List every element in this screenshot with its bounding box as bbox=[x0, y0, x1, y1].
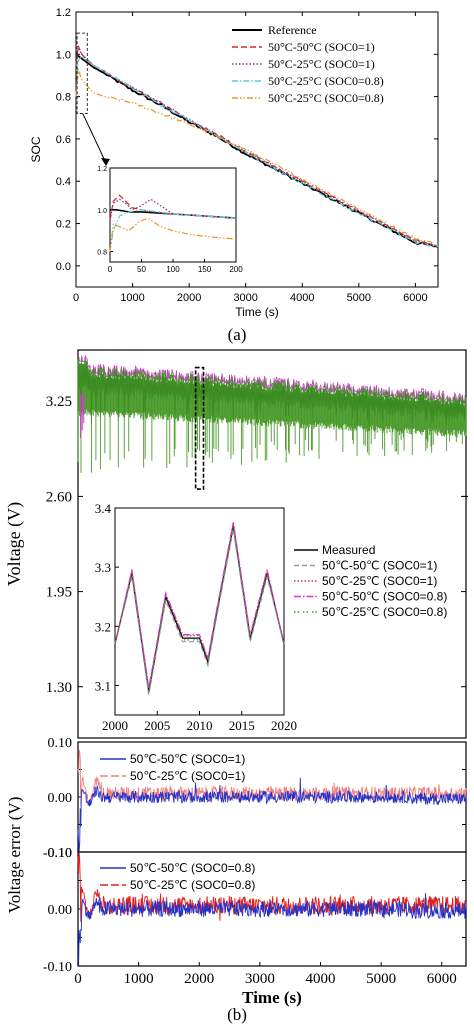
inset-x-tick-label: 200 bbox=[229, 265, 243, 274]
series-line bbox=[75, 55, 439, 248]
inset-series-line bbox=[109, 198, 237, 221]
inset-frame bbox=[114, 507, 285, 716]
zoom-arrow bbox=[82, 113, 107, 164]
caption-b: (b) bbox=[227, 1005, 247, 1024]
y-tick-label: 1.0 bbox=[56, 49, 71, 61]
y-tick-label: 0.0 bbox=[56, 261, 71, 273]
inset-x-tick-label: 2005 bbox=[144, 718, 170, 733]
voltage-chart: 1.30 1.95 2.60 3.25 Voltage (V) 3.1 3.2 3.3 3.4 2… bbox=[4, 349, 468, 739]
y-tick-label: 1.30 bbox=[46, 680, 72, 696]
zoom-arrow-head bbox=[101, 158, 110, 166]
inset-x-tick-label: 2015 bbox=[229, 718, 255, 733]
y-tick-label: 0.8 bbox=[56, 92, 71, 104]
series-line bbox=[78, 892, 467, 967]
series-line bbox=[77, 358, 467, 426]
plot-frame bbox=[75, 11, 439, 288]
inset-x-tick-label: 50 bbox=[137, 265, 146, 274]
y-axis-label: SOC bbox=[29, 136, 43, 162]
x-tick-label: 0 bbox=[74, 971, 82, 987]
legend-label: 50℃-50℃ (SOC0=0.8) bbox=[130, 861, 255, 875]
y-axis-label: Voltage (V) bbox=[4, 502, 25, 586]
x-tick-label: 3000 bbox=[245, 971, 275, 987]
y-tick-label: 0.10 bbox=[48, 736, 73, 751]
x-axis-label: Time (s) bbox=[242, 988, 302, 1007]
series-line bbox=[75, 46, 439, 248]
inset-x-tick-label: 0 bbox=[108, 265, 113, 274]
legend-label: 50°C-25°C (SOC0=0.8) bbox=[268, 91, 384, 105]
inset-y-tick-label: 3.3 bbox=[95, 560, 111, 575]
y-tick-label: 0.6 bbox=[56, 134, 71, 146]
x-axis-label: Time (s) bbox=[235, 305, 279, 319]
y-tick-label: 0.2 bbox=[56, 219, 71, 231]
inset-x-tick-label: 100 bbox=[166, 265, 180, 274]
legend-label: 50℃-25℃ (SOC0=1) bbox=[130, 769, 245, 783]
x-tick-label: 4000 bbox=[306, 971, 336, 987]
x-tick-label: 2000 bbox=[184, 971, 214, 987]
inset-x-tick-label: 2000 bbox=[102, 718, 128, 733]
x-tick-label: 0 bbox=[73, 292, 79, 304]
y-tick-label: 2.60 bbox=[46, 489, 72, 505]
y-axis-label: Voltage error (V) bbox=[5, 797, 24, 914]
soc-chart: 0.00.20.40.60.81.01.20 1000 2000 3000 4000 50… bbox=[29, 7, 439, 319]
x-tick-label: 6000 bbox=[427, 971, 457, 987]
y-tick-label: -0.10 bbox=[43, 960, 72, 975]
legend-label: 50°C-25°C (SOC0=0.8) bbox=[268, 74, 384, 88]
legend-label: 50℃-25℃ (SOC0=1) bbox=[322, 574, 437, 588]
inset-series-line bbox=[114, 527, 285, 694]
series-line bbox=[75, 68, 439, 246]
x-tick-label: 2000 bbox=[177, 292, 201, 304]
y-tick-label: 1.2 bbox=[56, 7, 71, 19]
inset-series-line bbox=[114, 522, 285, 688]
series-line bbox=[77, 777, 467, 853]
inset-frame bbox=[109, 167, 237, 263]
voltage-error-chart-2: -0.10 0.00 0.10 50℃-50℃ (SOC0=0.8) 50℃-25℃ (… bbox=[43, 846, 467, 1007]
y-tick-label: 0.00 bbox=[48, 903, 73, 918]
x-tick-label: 1000 bbox=[124, 971, 154, 987]
legend-label: 50℃-50℃ (SOC0=1) bbox=[322, 559, 437, 573]
inset-y-tick-label: 1.2 bbox=[97, 166, 107, 173]
zoom-box bbox=[194, 366, 205, 490]
legend-label: 50°C-50°C (SOC0=1) bbox=[268, 40, 375, 54]
y-tick-label: 0.4 bbox=[56, 176, 71, 188]
inset-x-tick-label: 2010 bbox=[187, 718, 213, 733]
inset-y-tick-label: 3.4 bbox=[95, 501, 112, 516]
y-tick-label: 0.10 bbox=[48, 846, 73, 861]
caption-a: (a) bbox=[228, 325, 247, 344]
legend-label: 50℃-25℃ (SOC0=0.8) bbox=[130, 878, 255, 892]
inset-x-tick-label: 150 bbox=[198, 265, 212, 274]
inset-x-tick-label: 2020 bbox=[271, 718, 297, 733]
inset-y-tick-label: 3.2 bbox=[95, 619, 111, 634]
x-tick-label: 5000 bbox=[347, 292, 371, 304]
y-tick-label: 1.95 bbox=[46, 585, 72, 601]
inset-y-tick-label: 3.1 bbox=[95, 678, 111, 693]
x-tick-label: 3000 bbox=[233, 292, 257, 304]
y-tick-label: 0.00 bbox=[48, 791, 73, 806]
plot-frame bbox=[77, 349, 467, 739]
voltage-error-chart-1: -0.10 0.00 0.10 50℃-50℃ (SOC0=1) 50℃-25℃ (SO… bbox=[5, 736, 467, 914]
inset-series-line bbox=[109, 209, 237, 252]
legend-label: 50℃-25℃ (SOC0=0.8) bbox=[322, 605, 447, 619]
legend-label: Measured bbox=[322, 543, 375, 557]
zoom-box bbox=[76, 32, 88, 115]
y-tick-label: -0.10 bbox=[43, 846, 72, 861]
inset-y-tick-label: 1.0 bbox=[97, 208, 107, 215]
legend-label: 50°C-25°C (SOC0=1) bbox=[268, 57, 375, 71]
legend-label: 50℃-50℃ (SOC0=0.8) bbox=[322, 590, 447, 604]
x-tick-label: 6000 bbox=[403, 292, 427, 304]
inset-series-line bbox=[109, 217, 237, 252]
legend-label: 50℃-50℃ (SOC0=1) bbox=[130, 752, 245, 766]
legend-label: Reference bbox=[268, 23, 317, 37]
y-tick-label: 3.25 bbox=[46, 394, 72, 410]
inset-y-tick-label: 0.8 bbox=[97, 250, 107, 257]
x-tick-label: 5000 bbox=[366, 971, 396, 987]
x-tick-label: 1000 bbox=[120, 292, 144, 304]
series-line bbox=[77, 749, 467, 807]
x-tick-label: 4000 bbox=[290, 292, 314, 304]
